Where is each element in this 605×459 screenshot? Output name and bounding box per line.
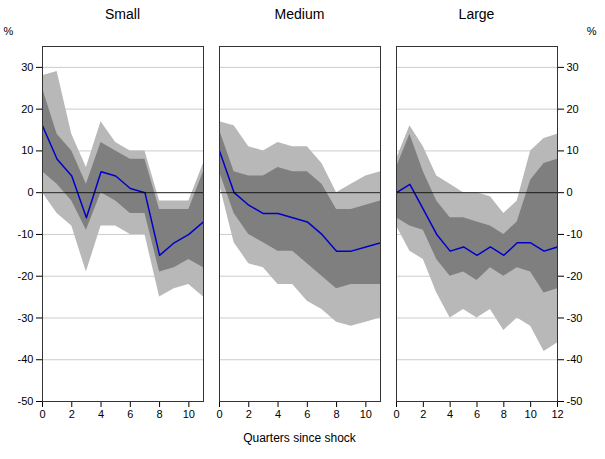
svg-text:2: 2 [246,408,252,420]
svg-text:0: 0 [39,408,45,420]
svg-text:8: 8 [334,408,340,420]
svg-text:10: 10 [360,408,372,420]
svg-text:12: 12 [551,408,563,420]
svg-text:10: 10 [183,408,195,420]
svg-text:0: 0 [393,408,399,420]
svg-text:-20: -20 [567,270,583,282]
svg-text:-10: -10 [567,228,583,240]
svg-text:-50: -50 [18,395,34,407]
svg-text:4: 4 [98,408,104,420]
svg-text:8: 8 [501,408,507,420]
svg-text:-30: -30 [567,311,583,323]
svg-text:0: 0 [27,186,33,198]
svg-text:-20: -20 [18,270,34,282]
svg-text:%: % [4,25,14,37]
html-text:Small: Small [105,6,140,22]
svg-text:%: % [587,25,597,37]
html-text:Medium: Medium [274,6,325,22]
svg-text:6: 6 [474,408,480,420]
svg-text:0: 0 [567,186,573,198]
svg-text:4: 4 [275,408,281,420]
svg-text:0: 0 [216,408,222,420]
svg-text:2: 2 [420,408,426,420]
svg-text:-40: -40 [567,353,583,365]
html-text:Quarters since shock: Quarters since shock [243,431,356,445]
svg-text:4: 4 [447,408,453,420]
svg-text:-40: -40 [18,353,34,365]
svg-text:30: 30 [21,61,33,73]
svg-text:20: 20 [21,103,33,115]
svg-text:8: 8 [157,408,163,420]
svg-text:20: 20 [567,103,579,115]
svg-text:30: 30 [567,61,579,73]
svg-text:6: 6 [127,408,133,420]
svg-text:2: 2 [69,408,75,420]
html-text:Large: Large [458,6,495,22]
svg-text:10: 10 [567,144,579,156]
svg-text:6: 6 [304,408,310,420]
svg-text:-10: -10 [18,228,34,240]
svg-text:10: 10 [525,408,537,420]
svg-text:-30: -30 [18,311,34,323]
svg-text:10: 10 [21,144,33,156]
svg-text:-50: -50 [567,395,583,407]
